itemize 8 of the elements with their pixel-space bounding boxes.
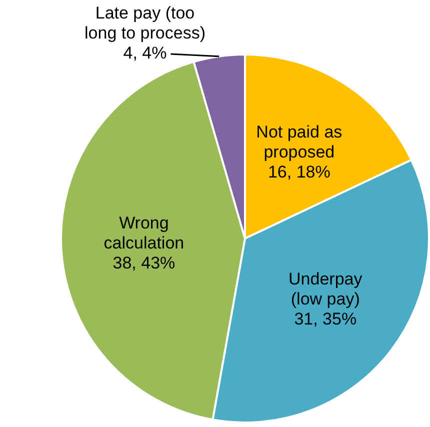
slice-label: Not paid as proposed xyxy=(256,122,342,162)
slice-label: Wrong calculation xyxy=(104,214,184,253)
data-label: 38, 43% xyxy=(112,254,176,273)
data-label: 31, 35% xyxy=(294,310,357,329)
data-label: 16, 18% xyxy=(268,162,330,182)
data-label: 4, 4% xyxy=(123,44,167,63)
slice-label: Underpay (low pay) xyxy=(288,270,363,309)
slice-label: Late pay (too long to process) xyxy=(84,4,206,43)
